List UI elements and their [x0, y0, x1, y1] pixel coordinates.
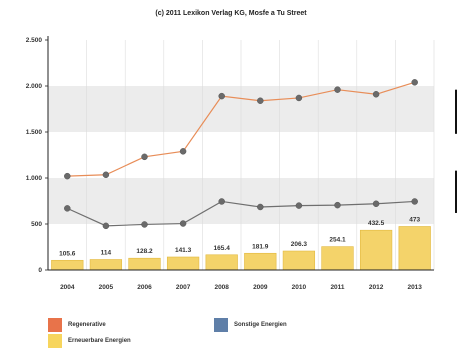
series-point-0-2007	[179, 148, 187, 155]
x-tick-label: 2009	[253, 284, 268, 291]
series-point-1-2005	[102, 222, 110, 230]
bar-data-label: 432.5	[368, 220, 385, 227]
bar-2007	[166, 256, 200, 271]
series-point-1-2004	[64, 205, 71, 212]
legend-item-sonstige: Sonstige Energien	[214, 318, 287, 332]
series-line-1	[67, 200, 415, 227]
x-tick-label: 2005	[99, 284, 114, 291]
series-point-1-2008	[218, 198, 225, 205]
bar-2009	[244, 252, 277, 271]
y-tick-label: 2.500	[26, 37, 43, 44]
x-tick-label: 2011	[330, 284, 344, 291]
bar-2010	[282, 250, 316, 271]
legend-swatch-regenerative	[48, 318, 62, 332]
bar-data-label: 473	[409, 216, 420, 223]
legend-label-regenerative: Regenerative	[68, 322, 106, 328]
bar-2004	[51, 259, 84, 271]
y-tick-label: 1.000	[26, 175, 43, 182]
x-tick-label: 2013	[407, 284, 422, 291]
y-tick-label: 2.000	[26, 83, 43, 90]
x-tick-label: 2008	[214, 284, 229, 291]
series-line-0	[67, 81, 415, 177]
bar-data-label: 114	[101, 250, 112, 257]
legend-item-erneuerbare: Erneuerbare Energien	[48, 334, 131, 348]
bar-2012	[359, 229, 393, 271]
x-tick-label: 2012	[369, 284, 384, 291]
x-tick-label: 2006	[137, 284, 152, 291]
legend-item-regenerative: Regenerative	[48, 318, 106, 332]
series-point-1-2011	[334, 201, 341, 209]
x-tick-label: 2004	[60, 284, 75, 291]
y-tick-label: 500	[31, 221, 42, 228]
chart-title: (c) 2011 Lexikon Verlag KG, Mosfe a Tu S…	[155, 10, 307, 17]
legend-swatch-erneuerbare	[48, 334, 62, 348]
y-tick-label: 0	[38, 267, 42, 274]
x-tick-label: 2010	[292, 284, 307, 291]
series-point-0-2004	[64, 172, 71, 180]
legend-swatch-sonstige	[214, 318, 228, 332]
bar-data-label: 105.6	[59, 250, 76, 257]
y-tick-label: 1.500	[26, 129, 43, 136]
bar-2013	[398, 226, 431, 271]
legend-label-sonstige: Sonstige Energien	[234, 322, 287, 328]
series-point-0-2009	[257, 97, 264, 104]
series-point-1-2007	[179, 220, 187, 227]
bar-data-label: 141.3	[175, 247, 192, 254]
bar-2006	[128, 257, 161, 271]
bar-data-label: 254.1	[329, 237, 346, 244]
series-point-1-2010	[295, 202, 303, 209]
bar-2005	[89, 259, 123, 271]
series-point-1-2006	[141, 221, 148, 228]
series-point-0-2010	[295, 94, 303, 102]
bar-data-label: 165.4	[214, 245, 231, 252]
bar-2011	[321, 246, 354, 271]
series-point-1-2013	[411, 198, 418, 205]
series-point-0-2011	[334, 86, 341, 93]
x-tick-label: 2007	[176, 284, 191, 291]
legend-label-erneuerbare: Erneuerbare Energien	[68, 338, 131, 344]
series-point-1-2012	[372, 200, 380, 208]
series-point-0-2013	[411, 79, 418, 86]
series-point-0-2008	[218, 92, 225, 100]
series-point-0-2005	[102, 171, 110, 179]
series-point-1-2009	[257, 203, 264, 211]
bar-data-label: 128.2	[136, 248, 153, 255]
bar-2008	[205, 254, 238, 271]
series-point-0-2012	[372, 91, 380, 98]
bar-data-label: 181.9	[252, 243, 269, 250]
series-point-0-2006	[141, 153, 148, 161]
bar-data-label: 206.3	[291, 241, 308, 248]
